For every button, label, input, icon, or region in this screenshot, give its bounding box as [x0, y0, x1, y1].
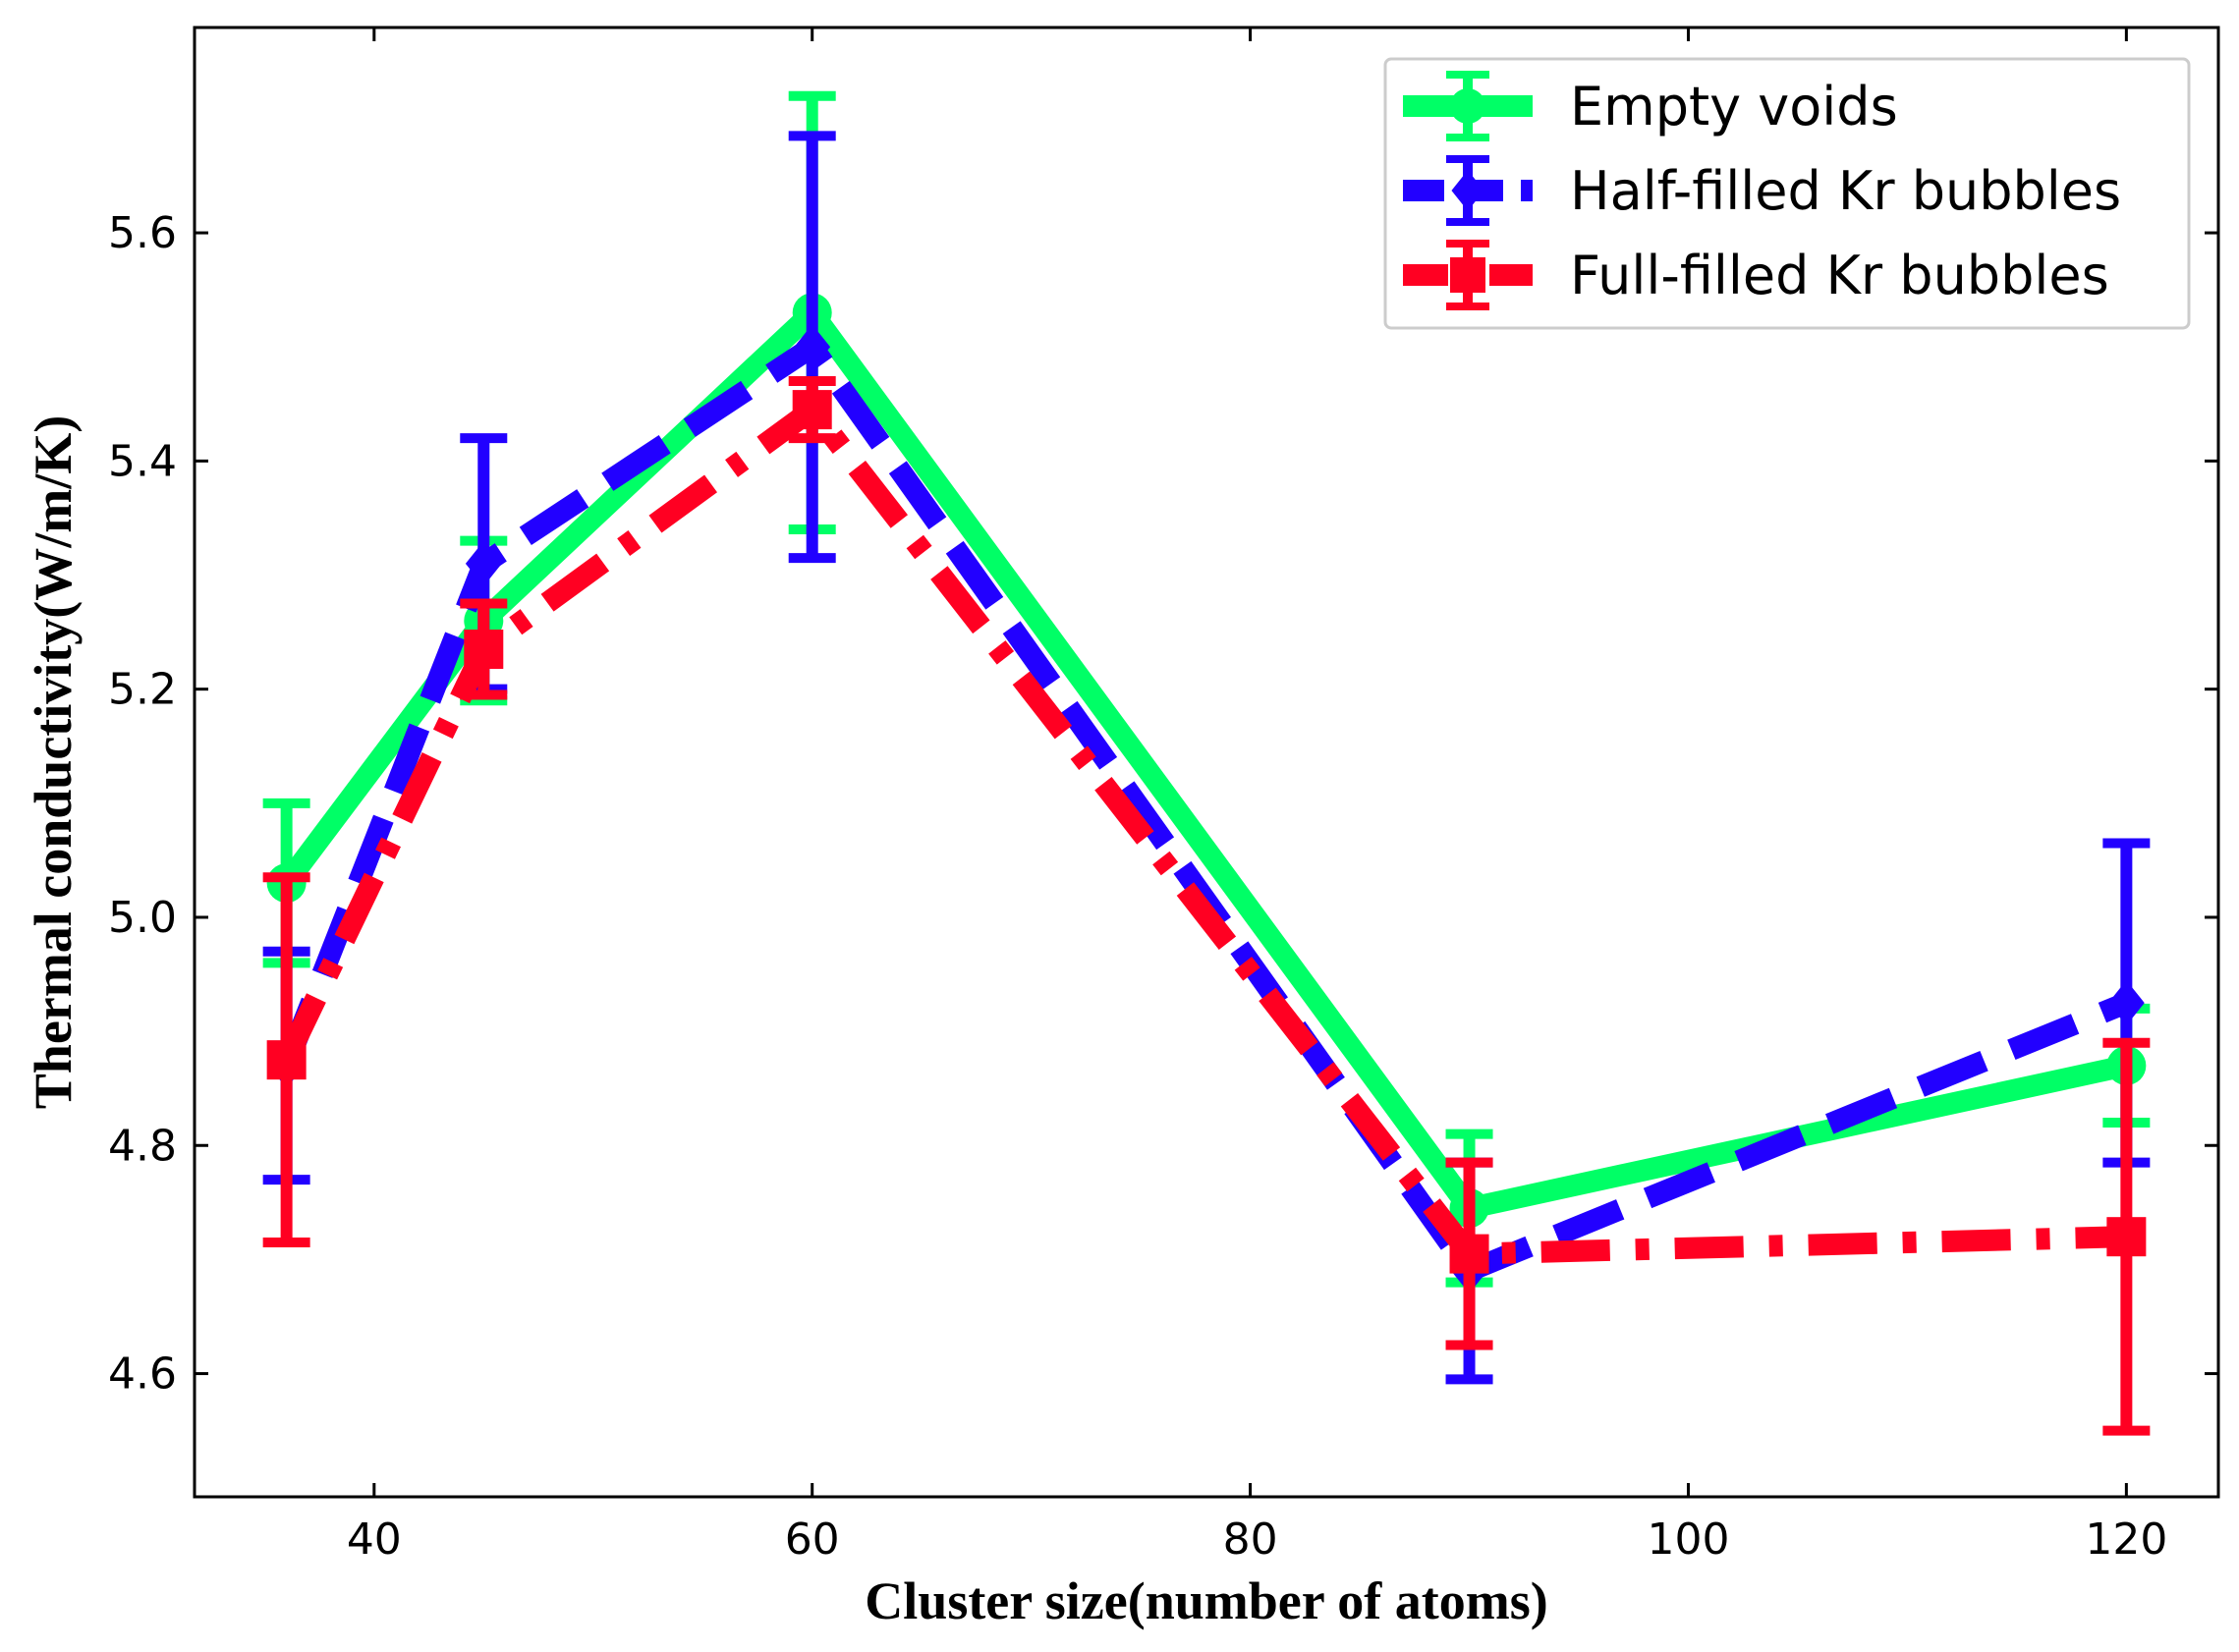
legend-label: Full-filled Kr bubbles — [1570, 245, 2109, 306]
legend-entry: Empty voids — [1403, 71, 1898, 141]
data-point — [465, 540, 502, 586]
series-layer — [262, 90, 2151, 1436]
series-line — [277, 296, 2129, 1221]
legend-box — [1383, 57, 2191, 330]
x-tick-label: 40 — [347, 1514, 402, 1565]
data-point — [2106, 1217, 2147, 1257]
y-axis-title: Thermal conductivity(W/m/K) — [24, 415, 83, 1109]
legend-marker — [1451, 170, 1484, 211]
data-point — [792, 390, 832, 430]
x-axis-title: Cluster size(number of atoms) — [865, 1571, 1547, 1630]
y-tick-label: 5.2 — [108, 665, 177, 715]
legend-marker — [1450, 257, 1485, 293]
data-point — [2107, 980, 2145, 1026]
axis-ticks: 40 60 80 100 120 4.6 4.8 5.0 5.2 5.4 5.6 — [108, 28, 2218, 1565]
data-point — [794, 324, 831, 370]
data-point — [1449, 1234, 1489, 1274]
x-tick-label: 120 — [2085, 1514, 2167, 1565]
plot-area-frame — [193, 26, 2220, 1499]
legend-label: Half-filled Kr bubbles — [1570, 160, 2121, 222]
y-tick-label: 5.0 — [108, 893, 177, 943]
legend-label: Empty voids — [1570, 76, 1898, 138]
series-full-filled-kr-bubbles — [262, 376, 2151, 1436]
y-tick-label: 5.4 — [108, 436, 177, 486]
y-tick-label: 4.6 — [108, 1349, 177, 1400]
x-tick-label: 100 — [1647, 1514, 1729, 1565]
y-tick-label: 4.8 — [108, 1121, 177, 1171]
legend-entry: Full-filled Kr bubbles — [1403, 240, 2109, 310]
y-tick-label: 5.6 — [108, 208, 177, 258]
legend-marker — [1450, 88, 1485, 124]
x-tick-label: 60 — [785, 1514, 840, 1565]
data-point — [464, 630, 504, 670]
legend: Empty voids Half-filled Kr bubbles Full-fi… — [1383, 57, 2191, 330]
x-tick-label: 80 — [1223, 1514, 1278, 1565]
legend-entry: Half-filled Kr bubbles — [1403, 155, 2121, 226]
data-point — [266, 1040, 307, 1080]
